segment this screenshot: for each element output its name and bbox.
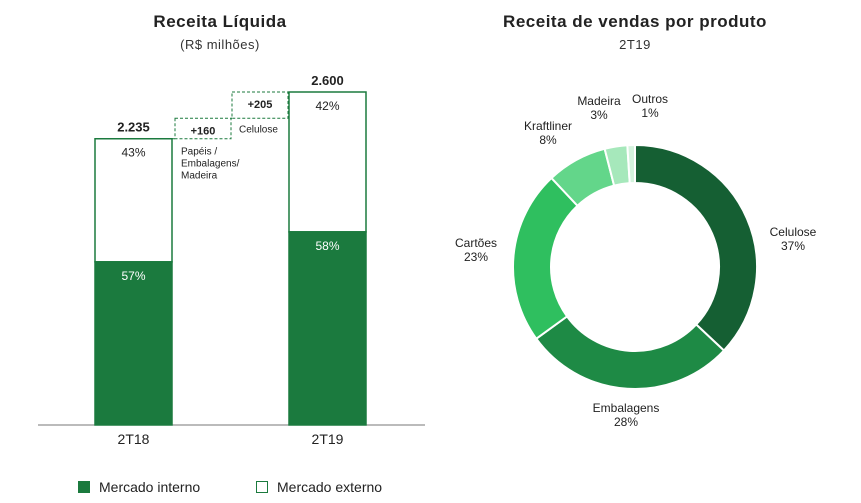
donut-label-name: Embalagens: [593, 401, 660, 415]
bar-label-internal: 58%: [315, 239, 339, 253]
legend-item-external: Mercado externo: [256, 479, 382, 495]
bar-segment-internal: [288, 231, 367, 426]
legend-label-external: Mercado externo: [277, 479, 383, 495]
bridge-label-pulp: Celulose: [239, 124, 278, 135]
bridge-label-paper: Embalagens/: [181, 159, 240, 170]
bar-chart-subtitle: (R$ milhões): [180, 37, 260, 52]
donut-label-name: Outros: [632, 92, 668, 106]
donut-label-value: 3%: [590, 108, 608, 122]
donut-slice-embalagens: [534, 314, 726, 390]
legend-swatch-external: [256, 481, 268, 493]
bridge-box-pulp: [231, 91, 289, 119]
bar-segment-internal: [94, 261, 173, 426]
bridge-value-paper: +160: [191, 125, 216, 137]
donut-label-name: Cartões: [455, 236, 497, 250]
donut-label-value: 37%: [781, 239, 805, 253]
bar-label-external: 43%: [121, 146, 145, 160]
bar-total-label: 2.235: [117, 120, 150, 135]
bar-total-label: 2.600: [311, 73, 344, 88]
donut-label-name: Madeira: [577, 94, 621, 108]
bar-label-external: 42%: [315, 99, 339, 113]
bridge-label-paper: Papéis /: [181, 147, 217, 158]
donut-label-value: 8%: [539, 133, 557, 147]
donut-label-value: 1%: [641, 106, 659, 120]
donut-chart-subtitle: 2T19: [619, 37, 651, 52]
bridge-label-paper: Madeira: [181, 171, 218, 182]
donut-label-name: Celulose: [770, 225, 817, 239]
donut-chart-title: Receita de vendas por produto: [503, 12, 767, 31]
x-tick-label: 2T19: [312, 431, 344, 447]
donut-slice-outros: [626, 143, 636, 185]
donut-label-name: Kraftliner: [524, 119, 572, 133]
bridge-box-paper: [174, 117, 232, 140]
donut-label-value: 23%: [464, 250, 488, 264]
bar-segment-external: [94, 137, 173, 263]
bar-chart-title: Receita Líquida: [153, 12, 287, 31]
donut-slice-celulose: [634, 143, 758, 352]
bridge-value-pulp: +205: [248, 99, 273, 111]
legend-item-internal: Mercado interno: [78, 479, 200, 495]
donut-slice-cartões: [512, 176, 579, 341]
legend-swatch-internal: [78, 481, 90, 493]
bar-label-internal: 57%: [121, 269, 145, 283]
x-tick-label: 2T18: [118, 431, 150, 447]
donut-label-value: 28%: [614, 415, 638, 429]
legend-label-internal: Mercado interno: [99, 479, 201, 495]
bar-segment-external: [288, 91, 367, 233]
